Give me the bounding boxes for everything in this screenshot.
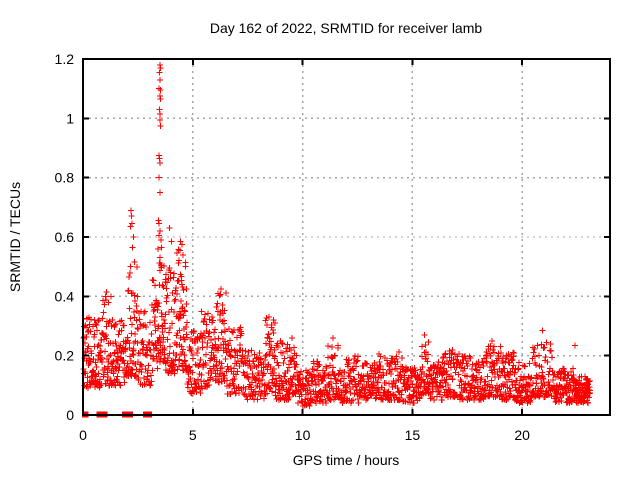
- y-tick-label: 0.2: [55, 348, 75, 364]
- chart-title: Day 162 of 2022, SRMTID for receiver lam…: [210, 20, 483, 36]
- axis-tick-labels: 0 5 10 15 20 0 0.2 0.4 0.6 0.8 1 1.2: [55, 51, 531, 443]
- x-axis-label: GPS time / hours: [293, 452, 400, 468]
- y-axis-label: SRMTID / TECUs: [7, 182, 23, 292]
- x-tick-label: 20: [514, 427, 530, 443]
- y-tick-label: 0.8: [55, 170, 75, 186]
- x-tick-label: 0: [79, 427, 87, 443]
- y-tick-label: 0: [66, 407, 74, 423]
- axis-ticks: [82, 58, 610, 416]
- x-tick-label: 15: [405, 427, 421, 443]
- x-tick-label: 5: [189, 427, 197, 443]
- y-tick-label: 1.2: [55, 51, 75, 67]
- scatter-points: [80, 62, 593, 409]
- y-tick-label: 1: [66, 110, 74, 126]
- y-tick-label: 0.6: [55, 229, 75, 245]
- y-tick-label: 0.4: [55, 288, 75, 304]
- x-tick-label: 10: [295, 427, 311, 443]
- scatter-series: [80, 62, 593, 409]
- tick-marks: [82, 58, 610, 416]
